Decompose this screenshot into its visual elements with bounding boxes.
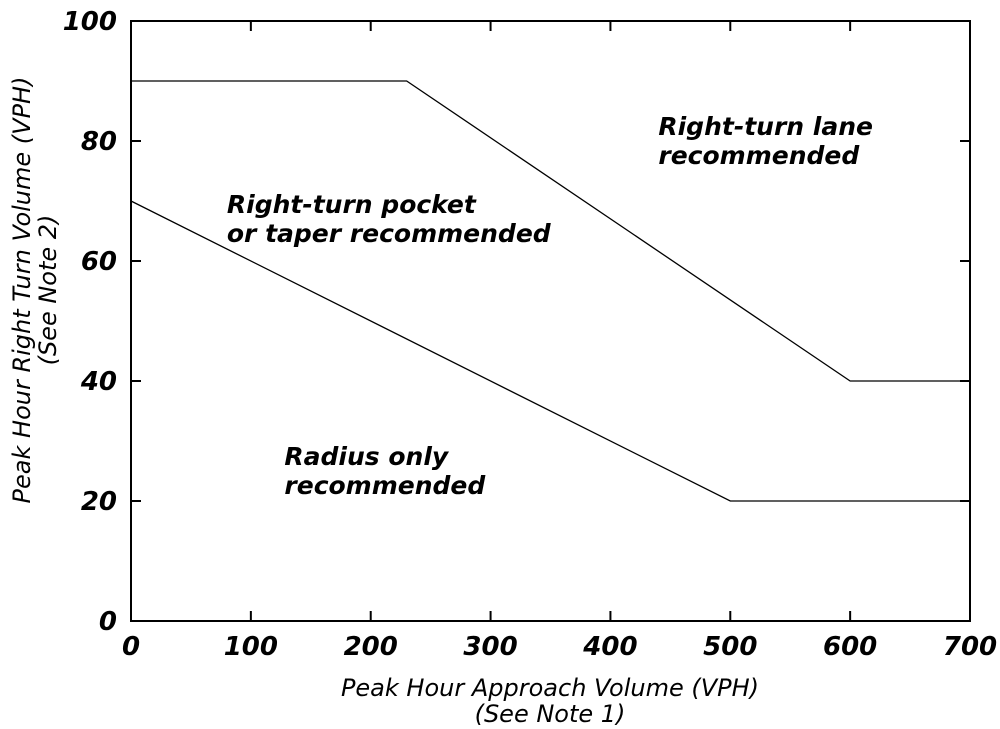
region-label-line: Right-turn lane xyxy=(658,112,873,141)
y-axis-note: (See Note 2) xyxy=(34,215,62,366)
region-label-line: Radius only xyxy=(284,442,450,471)
series-line-2 xyxy=(131,80,970,382)
y-tick-label: 20 xyxy=(81,487,117,517)
x-tick-label: 700 xyxy=(943,632,997,662)
y-tick-label: 60 xyxy=(81,247,117,277)
x-axis-ticks: 0 100 200 300 400 500 600 700 xyxy=(122,21,997,662)
x-tick-label: 100 xyxy=(224,632,278,662)
region-label-3: Radius only recommended xyxy=(284,442,486,500)
series-group xyxy=(130,80,970,502)
y-tick-label: 100 xyxy=(63,7,117,37)
region-label-2: Right-turn pocket or taper recommended xyxy=(227,190,552,248)
x-tick-label: 600 xyxy=(823,632,877,662)
y-axis-ticks: 0 20 40 60 80 100 xyxy=(63,7,970,637)
x-tick-label: 400 xyxy=(582,632,637,662)
x-axis-note: (See Note 1) xyxy=(475,700,626,728)
x-tick-label: 300 xyxy=(463,632,517,662)
x-axis-label: Peak Hour Approach Volume (VPH) xyxy=(341,674,759,702)
x-tick-label: 0 xyxy=(122,632,140,662)
y-tick-label: 80 xyxy=(81,127,117,157)
region-label-line: recommended xyxy=(658,141,860,170)
region-label-line: or taper recommended xyxy=(227,219,552,248)
region-label-line: recommended xyxy=(284,471,486,500)
x-tick-label: 500 xyxy=(703,632,757,662)
y-tick-label: 40 xyxy=(80,367,117,397)
y-tick-label: 0 xyxy=(99,607,117,637)
series-line-1 xyxy=(130,200,970,502)
plot-area xyxy=(130,20,971,622)
region-label-1: Right-turn lane recommended xyxy=(658,112,873,170)
x-tick-label: 200 xyxy=(344,632,398,662)
plot-frame xyxy=(130,20,971,622)
region-label-line: Right-turn pocket xyxy=(227,190,477,219)
y-axis-label: Peak Hour Right Turn Volume (VPH) xyxy=(8,77,36,504)
